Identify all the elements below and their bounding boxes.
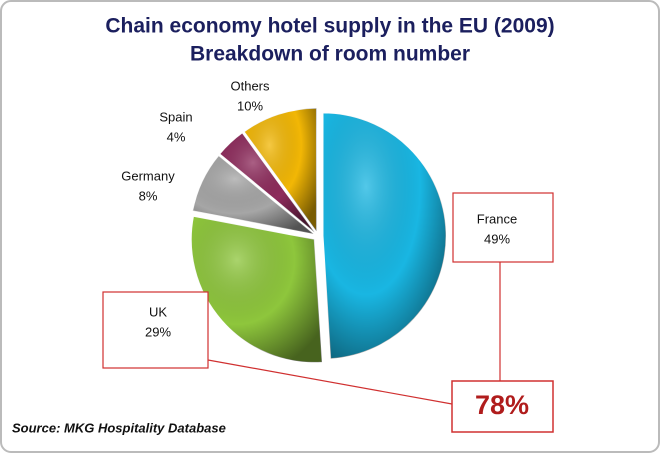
slice-shade	[192, 155, 314, 234]
chart-subtitle: Breakdown of room number	[190, 43, 470, 66]
slice-shade	[191, 216, 322, 363]
annotation: 78%	[475, 390, 529, 420]
callout-box	[102, 291, 209, 369]
source: Source: MKG Hospitality Database	[12, 420, 226, 435]
pie	[190, 107, 447, 363]
chart-title: Chain economy hotel supply in the EU (20…	[105, 15, 554, 38]
value-label: 10%	[237, 98, 263, 113]
category-label: France	[477, 211, 517, 226]
slice-shade	[219, 132, 315, 233]
annotation-box	[451, 380, 554, 433]
category-label: Germany	[121, 168, 175, 183]
category-label: UK	[149, 304, 167, 319]
value-label: 49%	[484, 231, 510, 246]
slice-shade	[244, 108, 317, 232]
category-label: Others	[230, 78, 270, 93]
connector	[207, 359, 453, 405]
labels: France 49% UK 29% Germany 8% Spain 4% Others 10%	[121, 78, 517, 339]
value-label: 29%	[145, 324, 171, 339]
callout-box	[452, 192, 554, 263]
category-label: Spain	[159, 109, 192, 124]
value-label: 4%	[167, 129, 186, 144]
value-label: 8%	[139, 188, 158, 203]
slice-shade	[322, 112, 446, 359]
